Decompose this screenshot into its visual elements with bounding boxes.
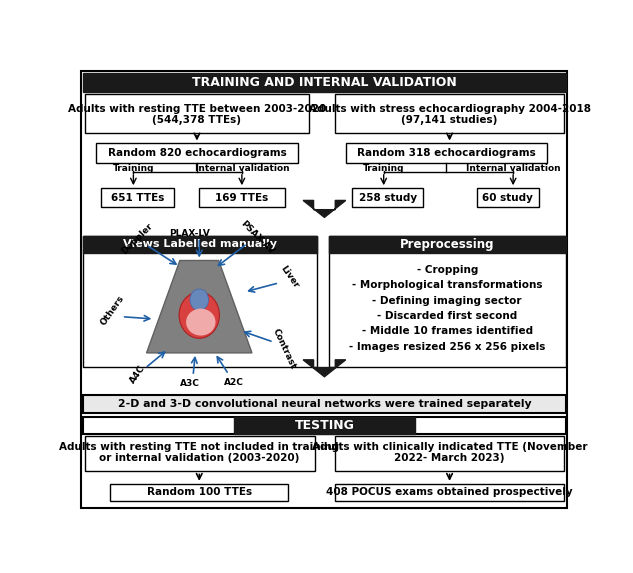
Bar [83, 395, 566, 413]
Text: 258 study: 258 study [358, 193, 417, 203]
Text: Adults with resting TTE not included in training: Adults with resting TTE not included in … [60, 442, 339, 452]
Text: Adults with stress echocardiography 2004-2018: Adults with stress echocardiography 2004… [308, 104, 591, 114]
Ellipse shape [190, 289, 208, 311]
Text: - Defining imaging sector: - Defining imaging sector [372, 296, 522, 305]
Text: - Images resized 256 x 256 pixels: - Images resized 256 x 256 pixels [349, 342, 546, 352]
Bar [352, 188, 423, 207]
Bar [85, 94, 310, 133]
Bar [96, 143, 298, 163]
Text: 408 POCUS exams obtained prospectively: 408 POCUS exams obtained prospectively [326, 487, 573, 497]
Text: Internal validation: Internal validation [466, 164, 560, 174]
Text: Adults with resting TTE between 2003-2020: Adults with resting TTE between 2003-202… [68, 104, 326, 114]
Bar [199, 188, 284, 207]
Text: 2-D and 3-D convolutional neural networks were trained separately: 2-D and 3-D convolutional neural network… [118, 399, 531, 409]
Text: Random 100 TTEs: Random 100 TTEs [147, 487, 252, 497]
Bar [335, 94, 564, 133]
Bar [83, 417, 566, 434]
Text: 2022- March 2023): 2022- March 2023) [394, 453, 505, 462]
Text: - Morphological transformations: - Morphological transformations [352, 280, 542, 290]
FancyArrow shape [303, 360, 346, 377]
Text: Random 318 echocardiograms: Random 318 echocardiograms [357, 148, 536, 158]
Text: or internal validation (2003-2020): or internal validation (2003-2020) [99, 453, 299, 462]
Text: Random 820 echocardiograms: Random 820 echocardiograms [108, 148, 286, 158]
Bar [234, 417, 415, 434]
Text: 60 study: 60 study [482, 193, 533, 203]
Text: PLAX-LV: PLAX-LV [169, 229, 210, 238]
Text: Training: Training [363, 164, 404, 174]
Text: Liver: Liver [278, 264, 300, 289]
Text: Contrast: Contrast [271, 327, 298, 371]
Bar [335, 436, 564, 472]
Text: Preprocessing: Preprocessing [400, 238, 494, 251]
Bar [83, 73, 566, 92]
Bar [83, 236, 317, 367]
Text: Doppler: Doppler [120, 222, 154, 256]
Bar [346, 143, 547, 163]
Text: - Discarded first second: - Discarded first second [377, 311, 517, 321]
Bar [335, 484, 564, 501]
Bar [477, 188, 539, 207]
Bar [101, 188, 175, 207]
Text: (97,141 studies): (97,141 studies) [401, 115, 498, 124]
Polygon shape [147, 261, 252, 353]
Text: A3C: A3C [180, 379, 200, 388]
Text: - Cropping: - Cropping [417, 265, 478, 274]
Bar [83, 236, 317, 253]
Ellipse shape [186, 309, 215, 336]
Text: A4C: A4C [128, 364, 147, 385]
Text: TESTING: TESTING [294, 419, 354, 432]
Text: A2C: A2C [224, 378, 244, 387]
Text: 169 TTEs: 169 TTEs [215, 193, 268, 203]
Text: Others: Others [99, 294, 126, 327]
Bar [85, 436, 315, 472]
Text: TRAINING AND INTERNAL VALIDATION: TRAINING AND INTERNAL VALIDATION [192, 76, 457, 89]
Text: Training: Training [113, 164, 154, 174]
Text: - Middle 10 frames identified: - Middle 10 frames identified [361, 327, 533, 336]
Text: PSAX-AV: PSAX-AV [239, 219, 276, 256]
Text: Views Labelled manually: Views Labelled manually [123, 240, 277, 249]
Bar [110, 484, 289, 501]
Ellipse shape [179, 292, 220, 338]
Bar [329, 236, 566, 253]
Bar [329, 236, 566, 367]
Text: (544,378 TTEs): (544,378 TTEs) [153, 115, 241, 124]
Text: Internal validation: Internal validation [194, 164, 289, 174]
FancyArrow shape [303, 201, 346, 217]
Text: Adults with clinically indicated TTE (November: Adults with clinically indicated TTE (No… [312, 442, 587, 452]
Text: 651 TTEs: 651 TTEs [111, 193, 164, 203]
